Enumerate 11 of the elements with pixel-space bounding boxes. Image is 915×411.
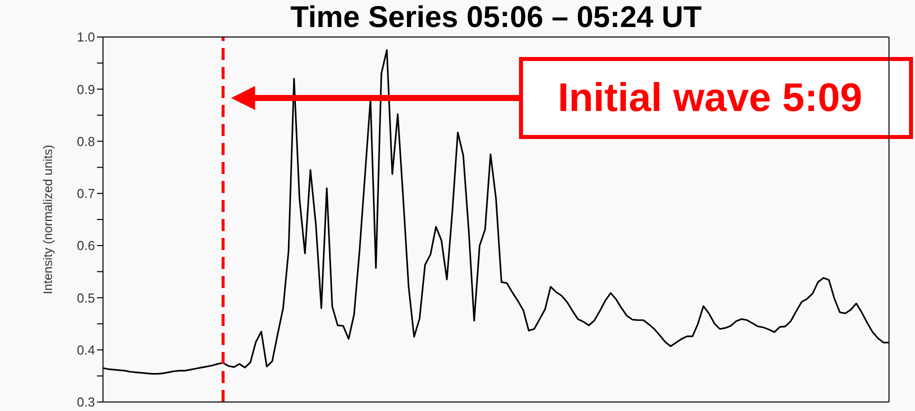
chart-title: Time Series 05:06 – 05:24 UT [289, 1, 703, 34]
y-tick-label: 0.3 [76, 394, 95, 410]
y-tick-label: 0.9 [76, 82, 95, 97]
y-tick-label: 0.5 [76, 290, 95, 306]
y-tick-label: 0.8 [76, 134, 95, 149]
y-tick-label: 0.4 [76, 342, 95, 358]
y-tick-label: 0.7 [76, 186, 95, 202]
y-axis-title: Intensity (normalized units) [41, 144, 55, 294]
annotation: Initial wave 5:09 [558, 76, 862, 120]
y-tick-label: 1.0 [76, 30, 95, 45]
y-tick-label: 0.6 [76, 238, 95, 254]
